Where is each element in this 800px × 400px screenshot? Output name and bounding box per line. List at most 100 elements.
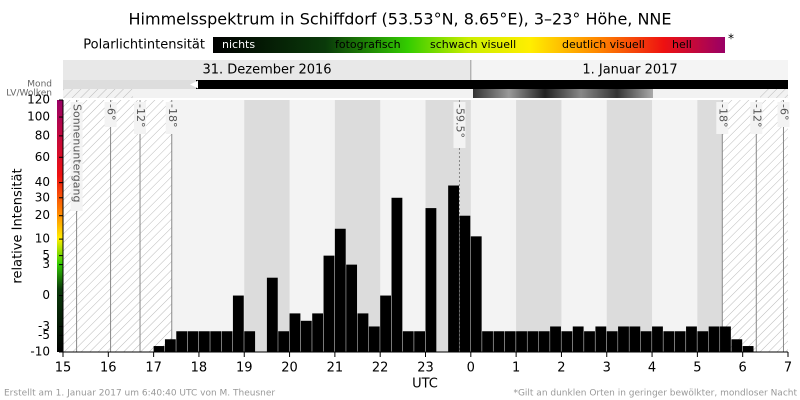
row-label: Mond <box>27 80 52 90</box>
x-tick-label: 0 <box>467 361 475 376</box>
legend-item: nichts <box>222 38 255 51</box>
x-tick-label: 22 <box>372 361 389 376</box>
x-tick-label: 2 <box>557 361 565 376</box>
annotation-label: -18° <box>166 104 179 127</box>
bar <box>266 277 278 352</box>
chart-title: Himmelsspektrum in Schiffdorf (53.53°N, … <box>129 10 672 29</box>
cloud-hatch <box>760 89 788 98</box>
intensity-scale <box>57 100 63 352</box>
bar <box>198 331 210 352</box>
bar <box>414 331 425 352</box>
x-tick-label: 18 <box>191 361 208 376</box>
bar <box>663 331 675 352</box>
bar <box>527 331 539 352</box>
footer-right: *Gilt an dunklen Orten in geringer bewöl… <box>513 389 797 399</box>
x-tick-label: 19 <box>236 361 253 376</box>
legend-note: * <box>728 32 734 46</box>
bar <box>629 326 641 352</box>
bar <box>482 331 493 352</box>
bar <box>595 326 607 352</box>
y-tick-label: 120 <box>27 93 50 107</box>
bar <box>720 326 731 352</box>
bar <box>742 346 754 352</box>
bar <box>368 326 380 352</box>
annotation-label: -12° <box>750 104 763 127</box>
x-tick-label: 15 <box>55 361 72 376</box>
bar <box>516 331 527 352</box>
x-tick-label: 17 <box>145 361 162 376</box>
annotation-bg <box>750 102 763 134</box>
footer-left: Erstellt am 1. Januar 2017 um 6:40:40 UT… <box>4 389 275 399</box>
bar <box>584 331 595 352</box>
bar <box>357 313 369 352</box>
y-tick-label: 0 <box>42 288 50 302</box>
bar <box>652 326 663 352</box>
y-tick-label: -5 <box>38 328 50 342</box>
bar <box>221 331 233 352</box>
y-tick-label: 40 <box>35 175 50 189</box>
twilight-hatch <box>722 100 788 352</box>
bar <box>470 236 482 352</box>
cloud-hatch <box>63 89 133 98</box>
bar <box>232 295 244 352</box>
legend-item: fotografisch <box>335 38 401 51</box>
bar <box>278 331 290 352</box>
y-tick-label: 10 <box>35 232 50 246</box>
y-tick-label: 3 <box>42 257 50 271</box>
annotation-label: -18° <box>716 104 729 127</box>
bar <box>323 255 335 352</box>
moon-bar <box>196 80 788 89</box>
y-tick-label: -10 <box>30 345 50 359</box>
bar <box>391 197 403 352</box>
bar <box>504 331 516 352</box>
legend-item: hell <box>672 38 692 51</box>
x-tick-label: 23 <box>417 361 434 376</box>
date-label: 1. Januar 2017 <box>582 63 677 78</box>
bar <box>538 331 550 352</box>
bar <box>380 295 392 352</box>
bar <box>164 339 176 352</box>
x-tick-label: 1 <box>512 361 520 376</box>
bar <box>606 331 618 352</box>
y-tick-label: 20 <box>35 208 50 222</box>
bar <box>697 331 709 352</box>
x-tick-label: 3 <box>603 361 611 376</box>
annotation-label: Sonnenuntergang <box>71 104 84 202</box>
x-tick-label: 21 <box>327 361 344 376</box>
bar <box>493 331 505 352</box>
cloud-row <box>63 89 788 98</box>
bar <box>550 326 561 352</box>
x-tick-label: 5 <box>693 361 701 376</box>
y-axis-label: relative Intensität <box>11 168 26 283</box>
bar <box>448 185 459 352</box>
bar <box>640 331 652 352</box>
bar <box>176 331 188 352</box>
x-axis-label: UTC <box>412 377 438 392</box>
bar <box>289 313 301 352</box>
moon-marker <box>190 80 198 89</box>
y-tick-label: 80 <box>35 128 50 142</box>
date-row-2 <box>471 60 788 80</box>
annotation-label: -12° <box>134 104 147 127</box>
bar <box>402 331 414 352</box>
bar <box>561 331 573 352</box>
annotation-bg <box>165 102 178 134</box>
bar <box>618 326 629 352</box>
x-tick-label: 4 <box>648 361 656 376</box>
bar <box>210 331 222 352</box>
bar <box>674 331 686 352</box>
legend: nichts fotografisch schwach visuell deutlic… <box>222 38 692 51</box>
bar <box>244 331 256 352</box>
hour-stripe <box>606 100 653 352</box>
row-label: LV/Wolken <box>6 89 52 99</box>
plot-area: Sonnenuntergang -6° -12° -18° -59.5° -18° -12°… <box>63 100 790 352</box>
bar <box>334 228 346 352</box>
bar <box>459 215 471 352</box>
bar <box>731 339 743 352</box>
annotation-bg <box>104 102 117 127</box>
annotation-label: -6° <box>777 104 790 120</box>
x-tick-label: 7 <box>784 361 792 376</box>
annotation-label: -59.5° <box>453 104 466 138</box>
x-tick-label: 20 <box>281 361 298 376</box>
annotation-bg <box>70 102 83 211</box>
